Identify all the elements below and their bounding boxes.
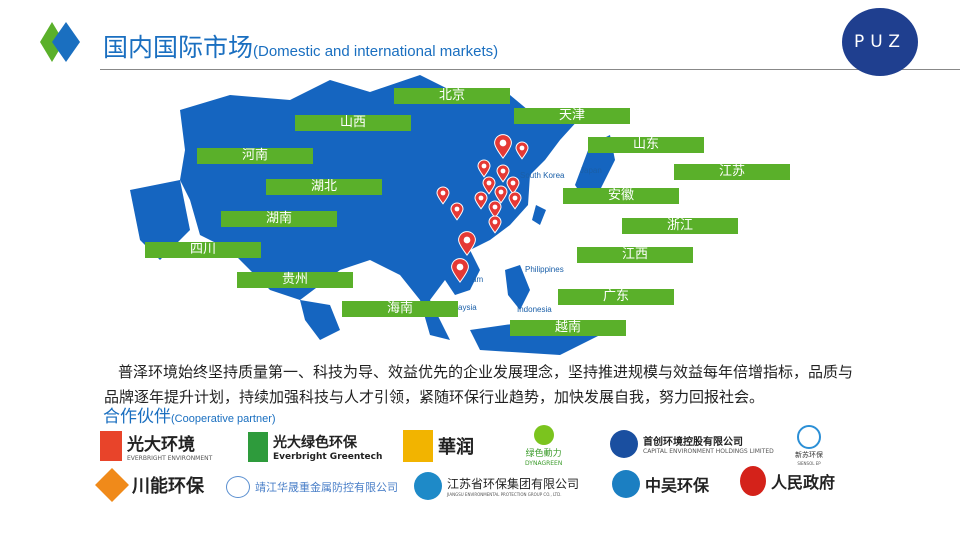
region-label: 海南 xyxy=(342,301,458,317)
geo-label: South Korea xyxy=(520,171,565,180)
partner-logo: 绿色動力 DYNAGREEN xyxy=(525,425,562,467)
geo-label: am xyxy=(472,275,484,284)
intro-paragraph: 普泽环境始终坚持质量第一、科技为导、效益优先的企业发展理念，坚持推进规模与效益每… xyxy=(104,363,854,406)
logo-mark-icon xyxy=(414,472,442,500)
partner-logo: 江苏省环保集团有限公司 JIANGSU ENVIRONMENTAL PROTECT… xyxy=(414,472,579,500)
map-pin-icon xyxy=(451,258,469,283)
partner-logo: 靖江华晟重金属防控有限公司 xyxy=(226,476,398,498)
map-pin-dot xyxy=(499,139,507,147)
logo-mark-icon xyxy=(226,476,250,498)
partner-logo: 新苏环保 SIENSOL EP xyxy=(795,425,823,466)
puz-logo: PUZ xyxy=(842,8,918,76)
region-label: 河南 xyxy=(197,148,313,164)
region-label: 北京 xyxy=(394,88,510,104)
region-label: 江西 xyxy=(577,247,693,263)
region-label: 江苏 xyxy=(674,164,790,180)
map-pin-dot xyxy=(478,195,484,201)
partners-title: 合作伙伴(Cooperative partner) xyxy=(103,407,276,427)
partner-logo: 川能环保 xyxy=(95,468,204,502)
map-pin-dot xyxy=(456,263,464,271)
partner-logo: 華润 xyxy=(403,430,474,462)
map-pin-dot xyxy=(512,195,518,201)
header-diamond-icon xyxy=(40,22,80,62)
logo-mark-icon xyxy=(95,468,129,502)
geo-label: Philippines xyxy=(525,265,564,274)
map-pin-dot xyxy=(492,204,498,210)
region-label: 贵州 xyxy=(237,272,353,288)
region-label: 山东 xyxy=(588,137,704,153)
partner-logo: 人民政府 xyxy=(740,466,835,496)
map-pin-dot xyxy=(492,219,498,225)
map-pin-dot xyxy=(510,180,516,186)
logo-mark-icon xyxy=(533,425,554,445)
logo-mark-icon xyxy=(612,470,640,498)
region-label: 浙江 xyxy=(622,218,738,234)
national-emblem-icon xyxy=(740,466,766,496)
partner-logo: 光大环境 EVERBRIGHT ENVIRONMENT xyxy=(100,430,212,462)
logo-mark-icon xyxy=(248,432,268,462)
partner-logo: 光大绿色环保 Everbright Greentech xyxy=(248,432,382,462)
map-pin-dot xyxy=(463,236,471,244)
logo-mark-icon xyxy=(610,430,638,458)
map-pin-dot xyxy=(498,189,504,195)
region-label: 广东 xyxy=(558,289,674,305)
logo-mark-icon xyxy=(403,430,433,462)
region-label: 山西 xyxy=(295,115,411,131)
map-pin-dot xyxy=(500,168,506,174)
logo-mark-icon xyxy=(100,431,122,461)
geo-label: Japan xyxy=(580,166,602,175)
partner-logo: 首创环境控股有限公司 CAPITAL ENVIRONMENT HOLDINGS L… xyxy=(610,430,774,458)
map-pin-dot xyxy=(519,145,525,151)
map-pin-dot xyxy=(486,180,492,186)
divider xyxy=(100,69,960,70)
region-label: 湖北 xyxy=(266,179,382,195)
logo-mark-icon xyxy=(797,425,821,449)
geo-label: Indonesia xyxy=(517,305,552,314)
region-label: 安徽 xyxy=(563,188,679,204)
partner-logo: 中吴环保 xyxy=(612,470,709,498)
region-label: 四川 xyxy=(145,242,261,258)
map-pin-dot xyxy=(454,206,460,212)
region-label: 湖南 xyxy=(221,211,337,227)
map-pin-icon xyxy=(494,134,512,159)
map-pin-dot xyxy=(440,190,446,196)
region-label: 天津 xyxy=(514,108,630,124)
asia-map xyxy=(130,75,615,355)
geo-label: aysia xyxy=(458,303,477,312)
map-pin-icon xyxy=(458,231,476,256)
region-label: 越南 xyxy=(510,320,626,336)
page-title: 国内国际市场(Domestic and international market… xyxy=(103,33,499,62)
map-pin-dot xyxy=(481,163,487,169)
